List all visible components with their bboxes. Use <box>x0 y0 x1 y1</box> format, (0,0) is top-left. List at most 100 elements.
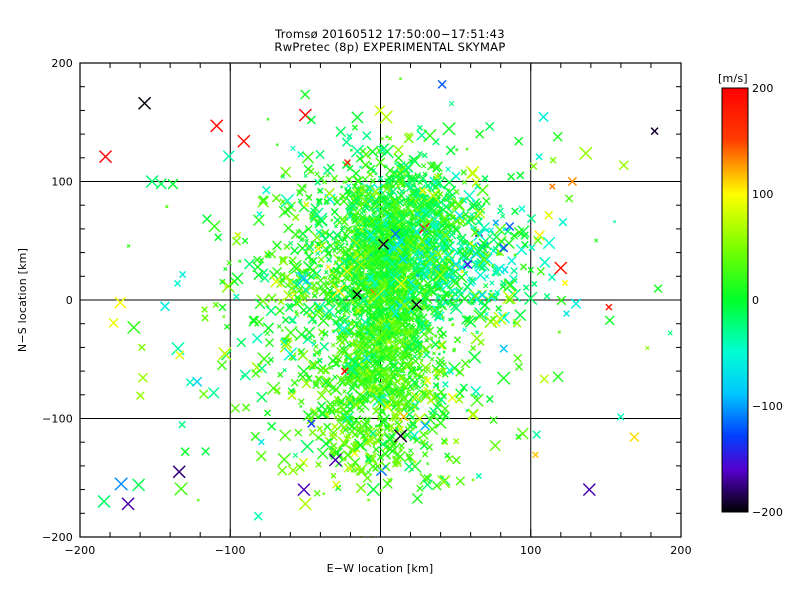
scatter-point <box>335 374 347 386</box>
scatter-point <box>389 333 396 340</box>
scatter-point <box>174 482 188 496</box>
scatter-point <box>547 273 557 282</box>
scatter-point <box>279 255 287 263</box>
scatter-point <box>298 108 312 122</box>
scatter-point <box>485 121 495 132</box>
scatter-point <box>488 227 494 233</box>
scatter-point <box>436 394 447 406</box>
scatter-point <box>290 378 299 387</box>
scatter-point <box>196 498 200 502</box>
scatter-point <box>428 406 438 416</box>
scatter-point <box>407 366 417 376</box>
colorbar-ticks: 200 100 0 −100 −200 <box>752 82 783 519</box>
x-tick-label: 0 <box>377 544 384 557</box>
scatter-point <box>348 320 355 327</box>
scatter-point <box>333 395 341 402</box>
scatter-point <box>426 198 433 205</box>
scatter-point <box>523 291 538 306</box>
scatter-point <box>376 237 388 250</box>
scatter-point <box>396 369 400 373</box>
scatter-point <box>352 357 366 372</box>
scatter-point <box>352 289 363 300</box>
scatter-point <box>331 422 339 431</box>
scatter-point <box>455 280 460 285</box>
scatter-point <box>137 372 148 383</box>
scatter-point <box>434 334 438 338</box>
scatter-point <box>267 356 274 363</box>
scatter-point <box>323 198 330 205</box>
scatter-point <box>502 227 507 232</box>
scatter-point <box>420 163 427 169</box>
scatter-point <box>407 267 412 272</box>
scatter-point <box>667 330 673 336</box>
scatter-point <box>514 136 524 146</box>
scatter-point <box>352 441 358 448</box>
plot-title-line1: Tromsø 20160512 17:50:00−17:51:43 <box>274 27 505 41</box>
scatter-point <box>433 173 441 180</box>
scatter-point <box>258 195 269 205</box>
scatter-point <box>290 262 302 275</box>
scatter-point <box>374 105 386 116</box>
scatter-point <box>266 381 281 396</box>
y-tick-label: 100 <box>51 176 73 189</box>
scatter-point <box>290 229 301 240</box>
scatter-point <box>432 230 436 234</box>
scatter-point <box>319 341 330 352</box>
scatter-point <box>237 134 251 148</box>
scatter-point <box>355 463 368 476</box>
scatter-point <box>436 387 446 397</box>
scatter-point <box>451 197 466 211</box>
scatter-point <box>349 148 353 152</box>
scatter-point <box>400 345 413 357</box>
scatter-point <box>328 364 334 370</box>
scatter-point <box>393 249 399 255</box>
scatter-point <box>355 482 367 494</box>
scatter-point <box>440 404 450 414</box>
scatter-point <box>618 160 629 171</box>
scatter-point <box>250 431 261 442</box>
scatter-point <box>416 484 424 493</box>
scatter-point <box>386 379 390 383</box>
scatter-point <box>108 317 119 328</box>
scatter-point <box>434 268 447 282</box>
scatter-point <box>353 232 362 241</box>
scatter-point <box>445 166 451 173</box>
scatter-point <box>352 229 356 233</box>
scatter-point <box>509 274 518 284</box>
scatter-point <box>253 511 263 521</box>
scatter-point <box>386 444 400 458</box>
scatter-point <box>421 451 429 458</box>
x-axis-ticks: −200 −100 0 100 200 <box>64 63 692 557</box>
scatter-point <box>355 307 362 314</box>
scatter-point <box>427 195 431 199</box>
scatter-point <box>216 360 228 371</box>
scatter-point <box>398 260 405 267</box>
scatter-point <box>369 177 377 185</box>
scatter-point <box>471 177 481 188</box>
scatter-point <box>442 122 456 136</box>
scatter-point <box>429 222 438 231</box>
scatter-point <box>455 388 465 399</box>
scatter-point <box>340 249 346 255</box>
scatter-point <box>330 342 336 348</box>
scatter-point <box>321 377 332 388</box>
scatter-point <box>356 252 365 261</box>
scatter-point <box>388 187 398 196</box>
scatter-point <box>505 222 515 232</box>
scatter-point <box>275 143 279 147</box>
scatter-point <box>353 176 363 186</box>
scatter-point <box>312 381 320 390</box>
scatter-point <box>418 173 428 184</box>
scatter-point <box>407 418 418 429</box>
scatter-point <box>301 151 315 164</box>
scatter-point <box>413 284 420 290</box>
scatter-point <box>570 298 582 309</box>
scatter-point <box>460 196 468 204</box>
scatter-point <box>97 494 111 508</box>
scatter-point <box>493 223 507 236</box>
scatter-point <box>315 149 325 160</box>
scatter-point <box>339 226 344 231</box>
scatter-point <box>442 241 454 254</box>
scatter-point <box>311 292 318 299</box>
scatter-point <box>315 461 322 468</box>
